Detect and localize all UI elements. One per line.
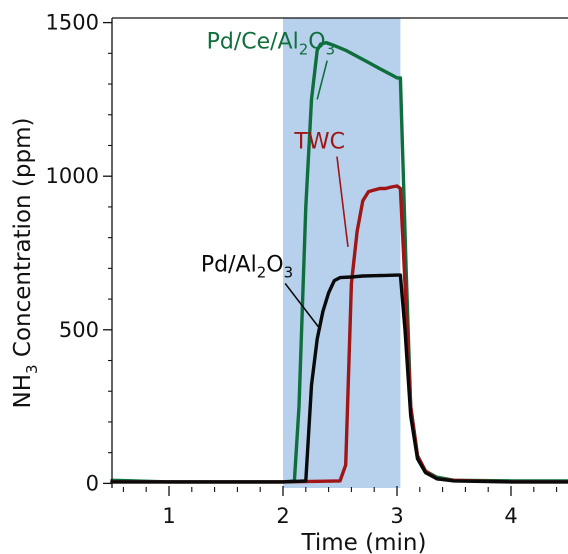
- series-label-2: Pd/Al2O3: [201, 252, 293, 281]
- x-tick-label: 4: [504, 504, 517, 528]
- series-leader-line-1: [336, 156, 349, 247]
- series-leader-line-2: [284, 282, 319, 328]
- y-tick-label: 500: [59, 318, 99, 342]
- series-label-1: TWC: [293, 130, 345, 155]
- x-tick-label: 3: [390, 504, 403, 528]
- axes: 0 500 1000 1500 1 2 3 4: [46, 11, 568, 528]
- x-axis-title: Time (min): [301, 530, 427, 554]
- x-tick-label: 1: [162, 504, 175, 528]
- series-label-0: Pd/Ce/Al2O3: [207, 30, 336, 59]
- y-tick-label: 1500: [46, 11, 99, 35]
- shaded-region-layer: [283, 18, 401, 488]
- series-leader-line-0: [316, 60, 328, 100]
- x-tick-label: 2: [276, 504, 289, 528]
- series-labels: Pd/Ce/Al2O3 TWC Pd/Al2O3: [201, 30, 349, 328]
- shaded-region: [283, 18, 401, 488]
- y-axis-title: NH3 Concentration (ppm): [10, 118, 41, 409]
- series-layer: [110, 40, 568, 484]
- y-tick-label: 0: [86, 471, 99, 495]
- series-line-2: [110, 273, 568, 484]
- y-tick-label: 1000: [46, 164, 99, 188]
